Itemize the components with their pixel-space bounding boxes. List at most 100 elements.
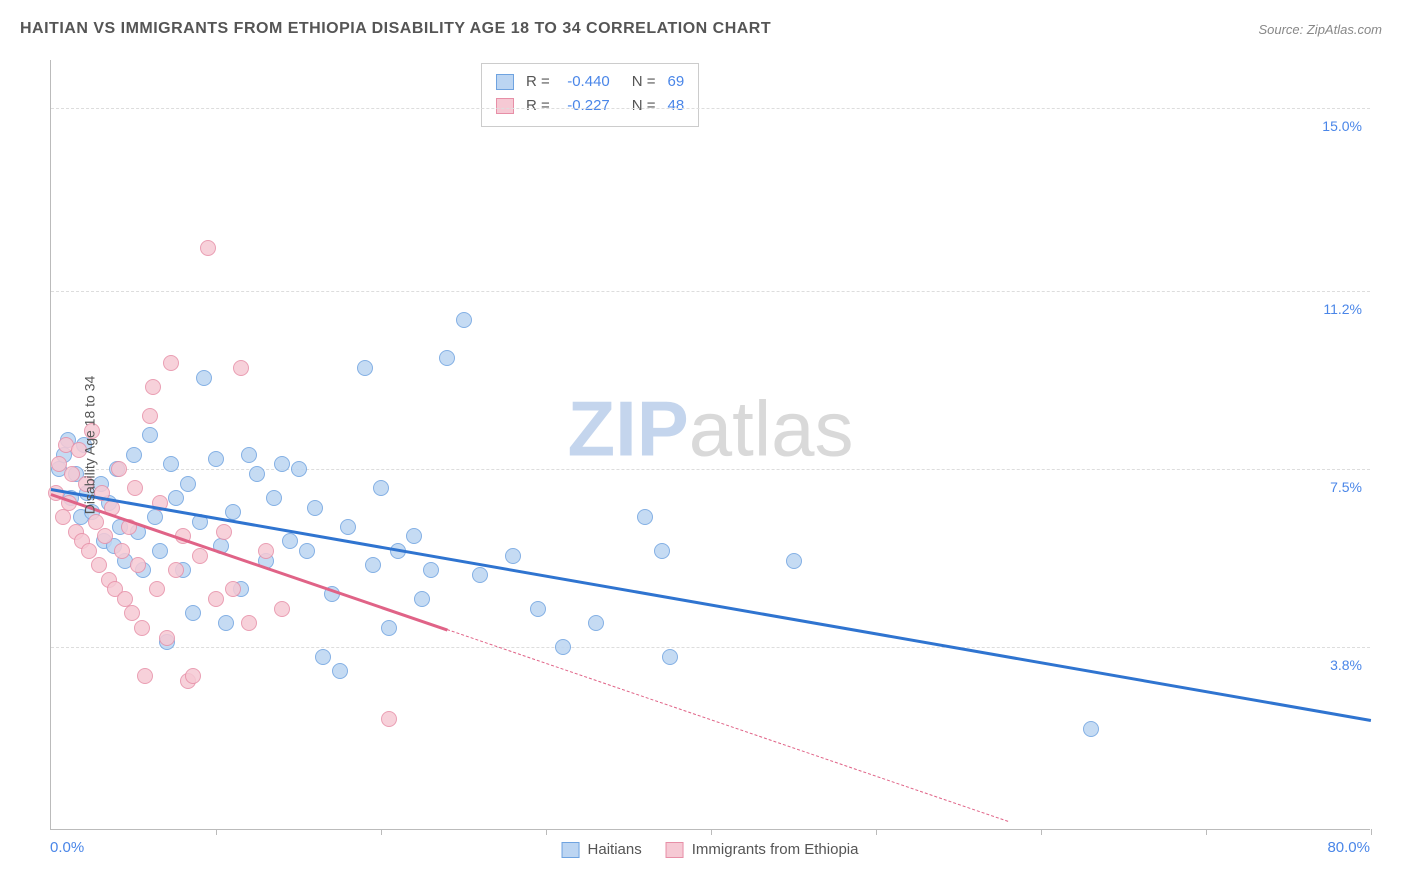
stat-r-label: R = <box>526 94 550 118</box>
scatter-point <box>180 476 196 492</box>
x-tick <box>1371 829 1372 835</box>
x-tick <box>216 829 217 835</box>
scatter-point <box>127 480 143 496</box>
scatter-point <box>196 370 212 386</box>
stats-legend: R = -0.440 N = 69R = -0.227 N = 48 <box>481 63 699 127</box>
scatter-point <box>185 668 201 684</box>
scatter-point <box>218 615 234 631</box>
scatter-point <box>149 581 165 597</box>
stat-n-label: N = <box>632 94 656 118</box>
watermark-bold: ZIP <box>567 385 688 473</box>
scatter-point <box>282 533 298 549</box>
scatter-point <box>142 408 158 424</box>
scatter-point <box>114 543 130 559</box>
y-tick-label: 15.0% <box>1322 118 1362 134</box>
scatter-point <box>185 605 201 621</box>
scatter-point <box>274 601 290 617</box>
scatter-point <box>208 451 224 467</box>
gridline <box>51 647 1370 648</box>
source-attribution: Source: ZipAtlas.com <box>1258 22 1382 37</box>
scatter-point <box>249 466 265 482</box>
scatter-point <box>216 524 232 540</box>
scatter-point <box>291 461 307 477</box>
legend-item: Haitians <box>562 841 642 858</box>
legend-item: Immigrants from Ethiopia <box>666 841 859 858</box>
scatter-point <box>381 620 397 636</box>
scatter-point <box>307 500 323 516</box>
y-axis-title: Disability Age 18 to 34 <box>81 376 97 515</box>
scatter-point <box>241 447 257 463</box>
scatter-point <box>159 630 175 646</box>
scatter-point <box>456 312 472 328</box>
x-axis-min-label: 0.0% <box>50 839 84 856</box>
scatter-point <box>163 456 179 472</box>
plot-region: ZIPatlas R = -0.440 N = 69R = -0.227 N = 48 3.… <box>50 60 1370 830</box>
scatter-point <box>192 548 208 564</box>
y-tick-label: 7.5% <box>1330 479 1362 495</box>
scatter-point <box>130 557 146 573</box>
x-tick <box>1041 829 1042 835</box>
scatter-point <box>637 509 653 525</box>
legend-label: Haitians <box>588 841 642 858</box>
scatter-point <box>258 543 274 559</box>
chart-title: HAITIAN VS IMMIGRANTS FROM ETHIOPIA DISA… <box>20 20 771 38</box>
legend-swatch <box>496 98 514 114</box>
stats-legend-row: R =-0.440N =69 <box>496 70 684 94</box>
chart-area: ZIPatlas R = -0.440 N = 69R = -0.227 N = 48 3.… <box>50 60 1370 830</box>
scatter-point <box>439 350 455 366</box>
gridline <box>51 108 1370 109</box>
scatter-point <box>208 591 224 607</box>
scatter-point <box>81 543 97 559</box>
trend-line <box>51 493 448 631</box>
stat-r-value: -0.440 <box>558 70 610 94</box>
scatter-point <box>111 461 127 477</box>
scatter-point <box>406 528 422 544</box>
scatter-point <box>414 591 430 607</box>
scatter-point <box>357 360 373 376</box>
scatter-point <box>200 240 216 256</box>
scatter-point <box>241 615 257 631</box>
scatter-point <box>137 668 153 684</box>
stat-r-value: -0.227 <box>558 94 610 118</box>
scatter-point <box>274 456 290 472</box>
scatter-point <box>266 490 282 506</box>
scatter-point <box>97 528 113 544</box>
scatter-point <box>472 567 488 583</box>
x-tick <box>711 829 712 835</box>
scatter-point <box>505 548 521 564</box>
scatter-point <box>55 509 71 525</box>
scatter-point <box>555 639 571 655</box>
scatter-point <box>299 543 315 559</box>
legend-swatch <box>496 74 514 90</box>
scatter-point <box>340 519 356 535</box>
scatter-point <box>654 543 670 559</box>
scatter-point <box>91 557 107 573</box>
legend-swatch <box>562 842 580 858</box>
scatter-point <box>662 649 678 665</box>
scatter-point <box>152 543 168 559</box>
stat-n-label: N = <box>632 70 656 94</box>
x-axis-max-label: 80.0% <box>1327 839 1370 856</box>
y-tick-label: 3.8% <box>1330 657 1362 673</box>
scatter-point <box>124 605 140 621</box>
scatter-point <box>233 360 249 376</box>
watermark: ZIPatlas <box>567 384 853 475</box>
scatter-point <box>786 553 802 569</box>
stat-n-value: 48 <box>668 94 685 118</box>
y-tick-label: 11.2% <box>1323 301 1362 317</box>
scatter-point <box>315 649 331 665</box>
watermark-light: atlas <box>689 385 854 473</box>
scatter-point <box>332 663 348 679</box>
scatter-point <box>423 562 439 578</box>
scatter-point <box>88 514 104 530</box>
trend-line <box>51 488 1371 721</box>
stat-n-value: 69 <box>668 70 685 94</box>
scatter-point <box>530 601 546 617</box>
x-tick <box>546 829 547 835</box>
scatter-point <box>126 447 142 463</box>
scatter-point <box>225 581 241 597</box>
legend-label: Immigrants from Ethiopia <box>692 841 859 858</box>
stats-legend-row: R = -0.227 N = 48 <box>496 94 684 118</box>
scatter-point <box>373 480 389 496</box>
legend-swatch <box>666 842 684 858</box>
